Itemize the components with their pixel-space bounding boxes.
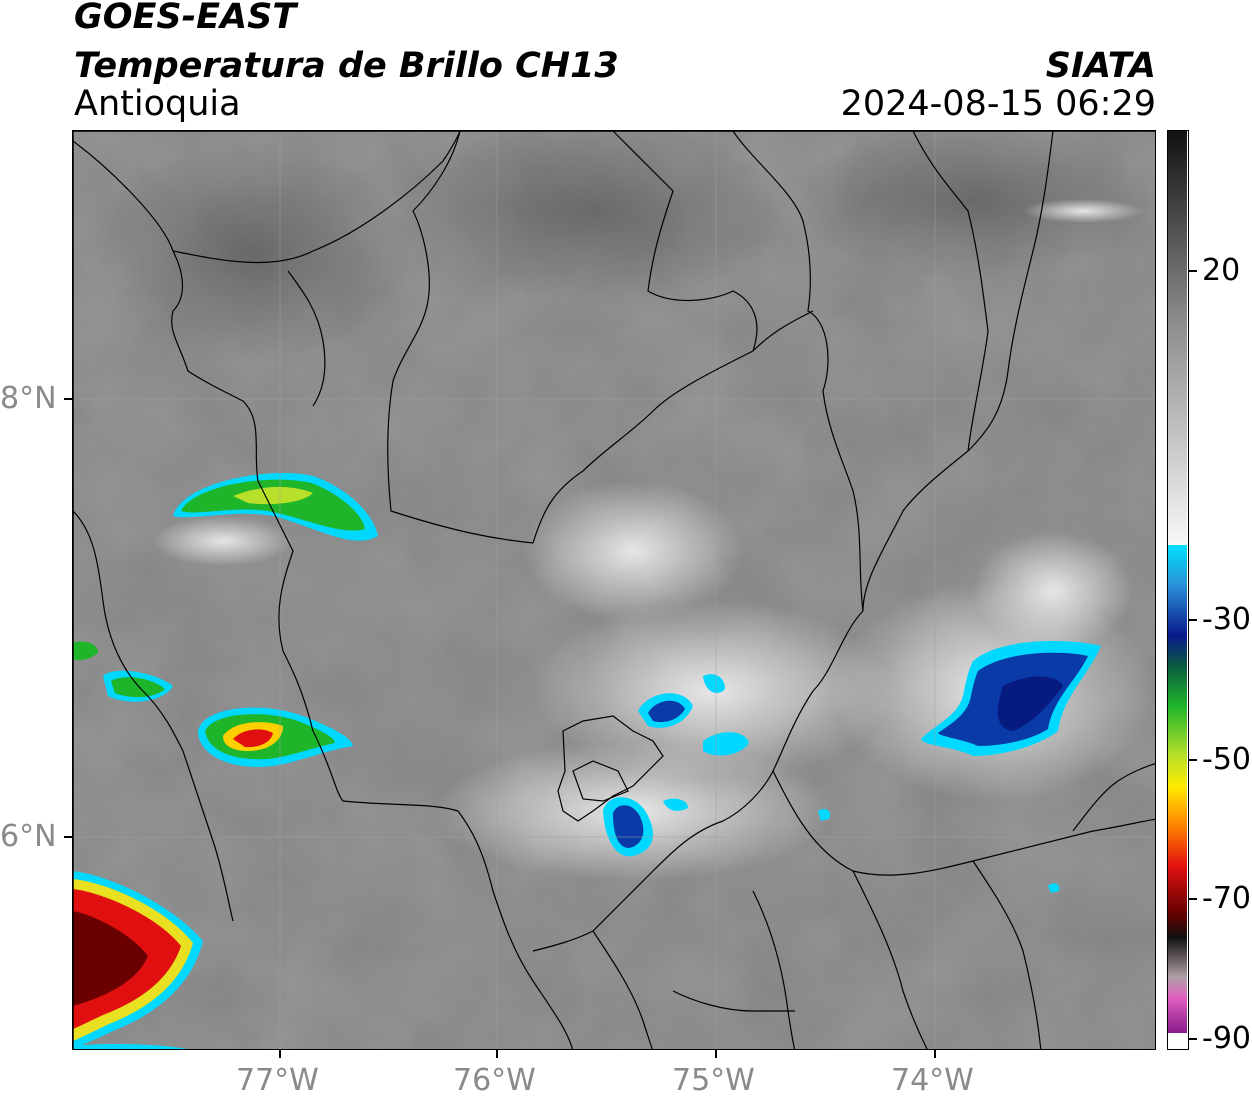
brightness-temperature-image [73, 131, 1155, 1049]
storm-cell-central [603, 674, 749, 857]
title-satellite: GOES-EAST [74, 0, 297, 37]
political-boundaries [73, 131, 1155, 1049]
organization-label: SIATA [1045, 46, 1156, 86]
lon-tick [934, 1050, 936, 1058]
colorbar-tick [1189, 759, 1197, 761]
region-label: Antioquia [74, 84, 241, 124]
colorbar-tick-label: -50 [1202, 742, 1251, 777]
lon-tick-label: 74°W [891, 1063, 974, 1098]
satellite-map [72, 130, 1156, 1050]
lon-tick [715, 1050, 717, 1058]
storm-cell-east [818, 641, 1101, 893]
lat-tick [64, 398, 72, 400]
lon-tick-label: 76°W [453, 1063, 536, 1098]
lon-tick [496, 1050, 498, 1058]
title-product: Temperatura de Brillo CH13 [74, 46, 619, 86]
lat-tick [64, 836, 72, 838]
lat-tick-label: 6°N [0, 819, 57, 854]
colorbar-tick [1189, 898, 1197, 900]
storm-cell-southwest [73, 871, 203, 1049]
colorbar-tick-label: -90 [1202, 1021, 1251, 1056]
colorbar-tick [1189, 1038, 1197, 1040]
colorbar-tick [1189, 619, 1197, 621]
lon-tick-label: 77°W [236, 1063, 319, 1098]
lon-tick-label: 75°W [672, 1063, 755, 1098]
colorbar-tick-label: -30 [1202, 602, 1251, 637]
colorbar-tick-label: -70 [1202, 881, 1251, 916]
lon-tick [279, 1050, 281, 1058]
timestamp-label: 2024-08-15 06:29 [840, 84, 1156, 124]
storm-cell-west [73, 641, 353, 767]
colorbar-tick [1189, 270, 1197, 272]
storm-cell-northwest [173, 472, 378, 541]
colorbar-tick-label: 20 [1202, 253, 1241, 288]
colorbar [1167, 130, 1189, 1050]
colorbar-gradient [1168, 131, 1187, 1048]
lat-tick-label: 8°N [0, 381, 57, 416]
